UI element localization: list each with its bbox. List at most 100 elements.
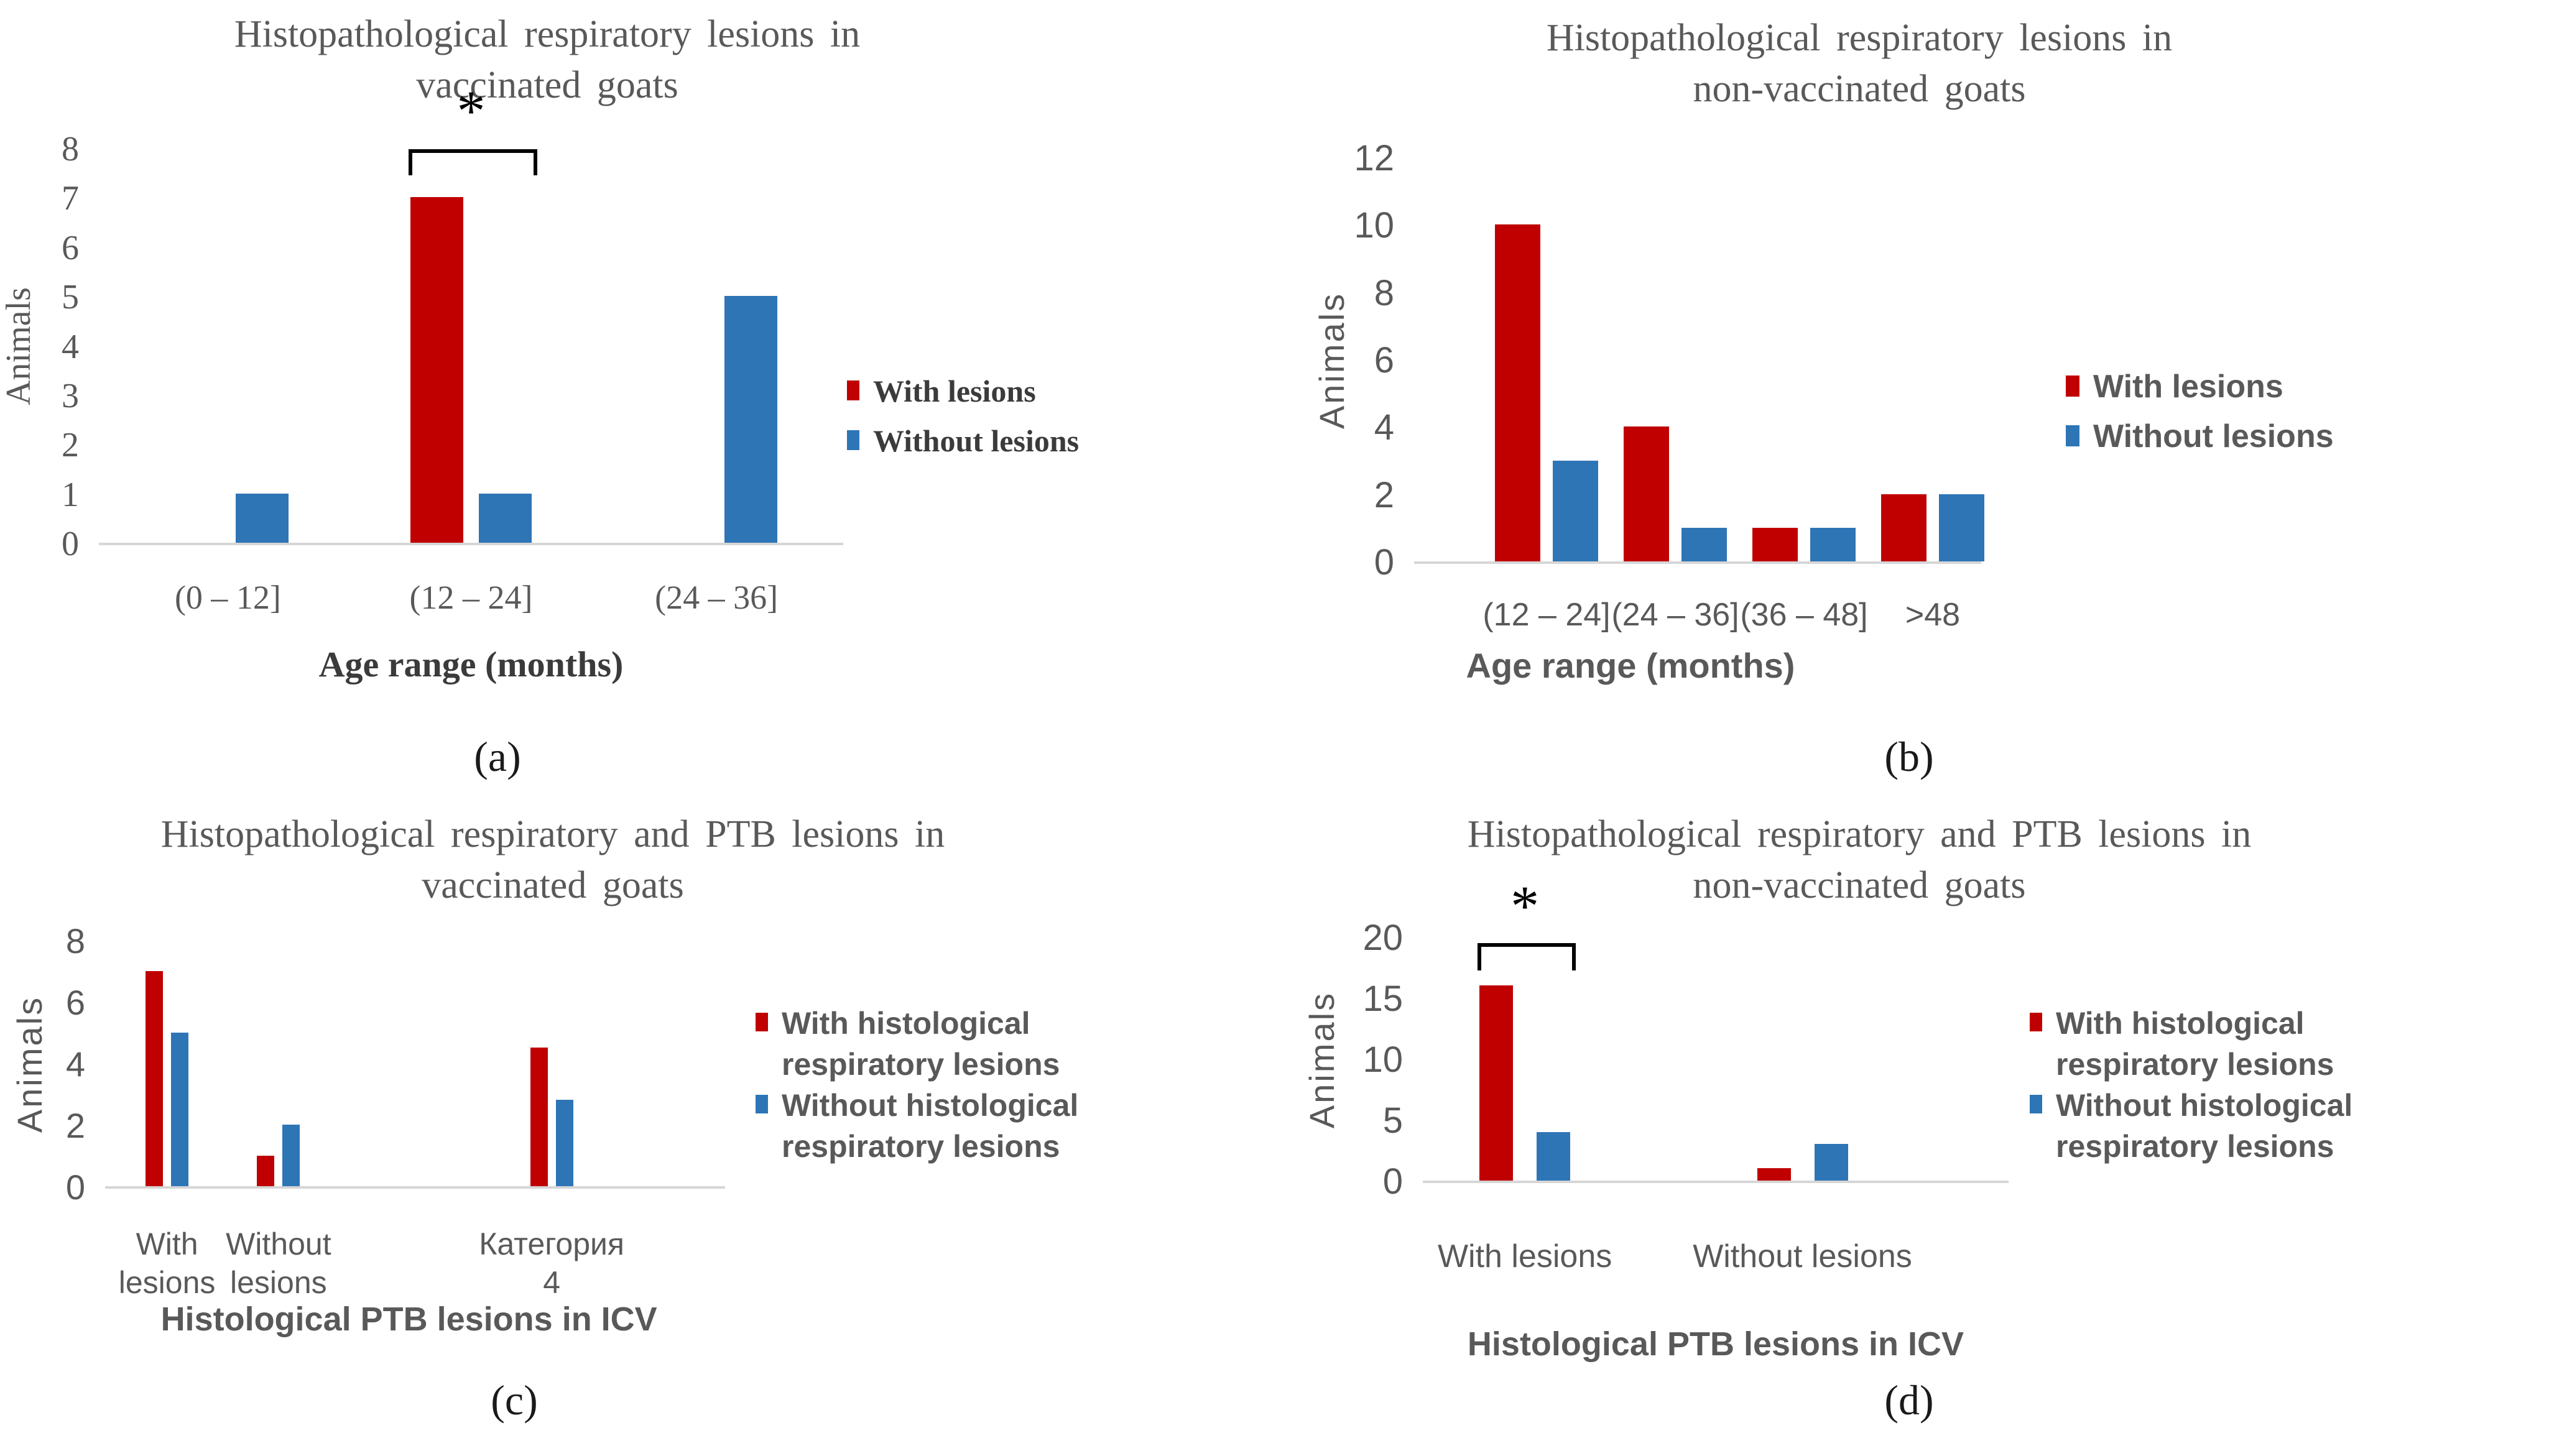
- panel-a-respiratory-vaccinated: Histopathological respiratory lesions in…: [0, 0, 1284, 780]
- y-tick-label: 4: [62, 327, 79, 366]
- bar-with-lesions: [1479, 985, 1514, 1181]
- bar-without-lesions: [1814, 1144, 1848, 1181]
- bar-with-lesions: [530, 1048, 548, 1186]
- y-tick-label: 6: [65, 983, 85, 1022]
- category-label: (0 – 12]: [174, 579, 281, 616]
- category-label: (12 – 24]: [409, 579, 533, 616]
- plot-area: 0 1 2 3 4 5 6 7 8 (0 – 12] (12 – 24] (24 – 36] *: [62, 82, 843, 616]
- chart-title: Histopathological respiratory lesions in…: [1546, 17, 2173, 110]
- significance-bracket: [409, 149, 537, 175]
- y-tick-label: 8: [62, 130, 79, 168]
- plot-area: 0 2 4 6 8 10 12 (12 – 24] (24 – 36] (36 – 48] >48: [1354, 139, 1984, 633]
- bar-with-lesions: [1752, 527, 1798, 561]
- x-axis-line: [1423, 1181, 2009, 1183]
- legend-swatch-red: [2066, 376, 2079, 397]
- bar-without-lesions: [171, 1032, 189, 1186]
- category-label: (36 – 48]: [1740, 597, 1868, 633]
- bar-without-lesions: [1681, 527, 1727, 561]
- panel-b-respiratory-nonvaccinated: Histopathological respiratory lesions in…: [1284, 0, 2567, 780]
- category-label: (24 – 36]: [655, 579, 779, 616]
- bar-with-lesions: [1624, 426, 1669, 561]
- legend-item: With histological respiratory lesions: [756, 1003, 1078, 1085]
- category-label: (12 – 24]: [1482, 597, 1611, 633]
- y-tick-label: 20: [1362, 918, 1403, 958]
- legend-item: With histological respiratory lesions: [2030, 1003, 2352, 1085]
- y-tick-label: 10: [1362, 1039, 1403, 1080]
- category-label: Категория 4: [479, 1227, 625, 1300]
- legend-item: Without lesions: [847, 423, 1079, 472]
- bar-with-lesions: [1757, 1168, 1791, 1181]
- y-tick-label: 8: [1374, 272, 1394, 313]
- category-label: With lesions: [118, 1227, 216, 1300]
- legend: With histological respiratory lesions Wit…: [756, 1003, 1078, 1167]
- y-tick-label: 10: [1354, 205, 1394, 246]
- y-tick-label: 12: [1354, 138, 1394, 178]
- plot-area: 0 2 4 6 8 With lesions Without lesions Категори…: [66, 923, 725, 1300]
- y-tick-label: 7: [62, 179, 79, 218]
- panel-label: (a): [474, 733, 521, 780]
- bar-without-lesions: [282, 1125, 300, 1186]
- category-label: >48: [1905, 597, 1961, 633]
- legend: With histological respiratory lesions Wit…: [2030, 1003, 2352, 1167]
- chart-title: Histopathological respiratory and PTB le…: [160, 813, 945, 906]
- legend: With lesions Without lesions: [2066, 368, 2334, 468]
- y-tick-label: 0: [62, 525, 79, 563]
- legend-label: Without histological respiratory lesions: [782, 1088, 1079, 1164]
- y-tick-label: 5: [1382, 1100, 1403, 1141]
- legend-swatch-blue: [756, 1095, 768, 1113]
- x-axis-title: Histological PTB lesions in ICV: [160, 1301, 657, 1338]
- legend-item: Without histological respiratory lesions: [756, 1085, 1078, 1167]
- y-tick-label: 0: [1382, 1161, 1403, 1202]
- panel-d-ptb-nonvaccinated: Histopathological respiratory and PTB le…: [1284, 728, 2567, 1456]
- legend-item: Without histological respiratory lesions: [2030, 1085, 2352, 1167]
- category-label: With lesions: [1437, 1238, 1612, 1274]
- legend-label: With histological respiratory lesions: [2056, 1006, 2334, 1082]
- y-tick-label: 15: [1362, 979, 1403, 1019]
- panel-label: (c): [491, 1376, 538, 1424]
- legend-label: Without lesions: [873, 423, 1080, 458]
- x-axis-title: Age range (months): [1466, 646, 1795, 685]
- legend-label: With lesions: [873, 374, 1036, 408]
- bar-with-lesions: [257, 1155, 275, 1186]
- legend: With lesions Without lesions: [847, 373, 1079, 472]
- y-tick-label: 0: [1374, 542, 1394, 583]
- legend-label: With histological respiratory lesions: [782, 1006, 1060, 1082]
- bar-without-lesions: [1537, 1131, 1571, 1181]
- y-tick-label: 2: [1374, 474, 1394, 515]
- legend-item: Without lesions: [2066, 418, 2334, 468]
- bar-without-lesions: [479, 493, 532, 543]
- y-tick-label: 4: [1374, 407, 1394, 448]
- bar-without-lesions: [1810, 527, 1856, 561]
- significance-bracket: [1478, 943, 1576, 970]
- category-label: Without lesions: [1693, 1238, 1912, 1274]
- y-tick-label: 5: [62, 278, 79, 317]
- legend-label: Without histological respiratory lesions: [2056, 1088, 2353, 1164]
- y-tick-label: 0: [65, 1168, 85, 1207]
- y-tick-label: 2: [62, 426, 79, 465]
- bar-with-lesions: [1495, 224, 1540, 561]
- legend-item: With lesions: [847, 373, 1079, 423]
- bar-without-lesions: [724, 296, 777, 543]
- y-tick-label: 2: [65, 1106, 85, 1145]
- plot-area: 0 5 10 15 20 With lesions Without lesions *: [1362, 877, 2009, 1274]
- y-tick-label: 4: [65, 1044, 85, 1084]
- significance-asterisk: *: [1510, 874, 1540, 938]
- legend-swatch-blue: [847, 430, 859, 450]
- legend-label: With lesions: [2093, 369, 2283, 405]
- x-axis-line: [99, 543, 843, 545]
- panel-label: (d): [1884, 1376, 1934, 1424]
- bar-without-lesions: [1553, 460, 1598, 561]
- bar-without-lesions: [555, 1100, 573, 1186]
- y-tick-label: 8: [65, 921, 85, 961]
- y-tick-label: 1: [62, 475, 79, 514]
- x-axis-line: [105, 1186, 725, 1189]
- legend-item: With lesions: [2066, 368, 2334, 418]
- category-label: Without lesions: [226, 1227, 331, 1300]
- x-axis-title: Age range (months): [318, 644, 624, 684]
- legend-label: Without lesions: [2093, 418, 2334, 454]
- bar-with-lesions: [146, 970, 164, 1186]
- chart-title: Histopathological respiratory lesions in…: [234, 13, 861, 106]
- legend-swatch-red: [756, 1013, 768, 1031]
- category-label: (24 – 36]: [1611, 597, 1739, 633]
